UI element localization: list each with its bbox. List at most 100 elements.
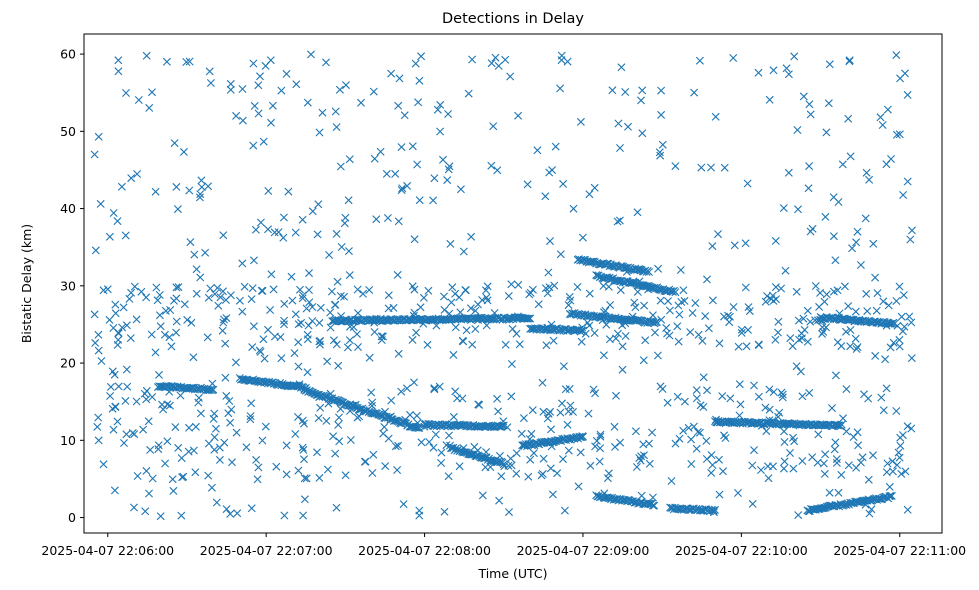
data-point [344,247,353,256]
data-point [444,110,453,118]
data-point [280,316,289,325]
data-point [314,200,323,209]
data-point [415,76,424,85]
data-point [232,111,241,120]
data-point [618,342,627,351]
data-point [798,334,806,343]
data-point [333,277,342,286]
data-point [97,357,106,365]
track-point [499,421,508,430]
data-point [724,311,732,320]
data-point [566,401,575,410]
data-point [337,243,346,251]
data-point [353,330,361,339]
data-point [256,72,264,81]
data-point [546,464,555,473]
data-point [391,169,400,178]
track-point [267,378,276,387]
data-point [842,385,851,394]
track-point [525,440,534,449]
data-point [361,457,370,466]
data-point [132,397,141,406]
data-point [316,403,325,412]
data-point [109,209,118,217]
data-point [905,312,914,321]
data-point [114,67,123,76]
data-point [853,343,862,352]
data-point [591,442,600,451]
data-point [291,228,300,237]
data-point [155,291,164,299]
data-point [440,292,448,301]
data-point [114,382,123,391]
data-point [387,69,396,78]
data-point [633,287,642,296]
data-point [274,228,283,237]
data-point [545,168,554,177]
data-point [899,291,908,300]
data-point [769,66,778,75]
data-point [380,423,389,431]
data-point [687,435,696,444]
data-point [832,455,841,464]
data-point [907,354,916,363]
data-point [720,431,729,440]
data-point [798,392,807,401]
data-point [109,425,118,434]
data-point [211,424,220,433]
data-point [892,130,901,139]
data-point [203,333,212,342]
track-point [466,450,475,459]
data-point [657,86,666,95]
data-point [631,303,640,312]
data-point [439,155,447,164]
data-point [541,192,550,201]
data-point [369,450,378,459]
data-point [417,52,426,61]
data-point [294,413,302,421]
data-point [177,511,186,520]
data-point [737,328,746,337]
data-point [111,300,120,309]
data-point [897,469,906,478]
data-point [851,307,860,316]
data-point [151,348,160,357]
data-point [196,273,205,282]
data-point [782,64,791,73]
data-point [818,329,827,338]
data-point [144,417,153,426]
data-point [326,308,335,317]
data-point [780,438,789,446]
data-point [249,141,258,150]
data-point [765,385,774,394]
track-point [666,287,675,296]
data-point [741,283,750,292]
data-point [300,419,308,428]
data-point [408,142,417,151]
data-point [564,301,573,310]
data-point [367,388,376,397]
y-axis-title: Bistatic Delay (km) [19,224,34,343]
data-point [541,284,550,293]
track-point [581,310,590,319]
data-point [744,325,752,334]
data-point [872,306,881,315]
data-point [196,409,205,418]
data-point [467,232,476,241]
data-point [780,457,789,466]
track-point [414,424,423,432]
data-point [298,443,307,452]
data-point [130,430,139,439]
data-point [548,490,557,499]
data-point [381,462,390,471]
data-point [165,333,174,342]
data-point [222,505,231,514]
data-point [332,229,341,238]
data-point [170,139,179,148]
data-point [702,436,711,445]
track-point [708,506,717,515]
data-point [332,503,341,512]
data-point [885,482,894,491]
data-point [468,340,477,349]
